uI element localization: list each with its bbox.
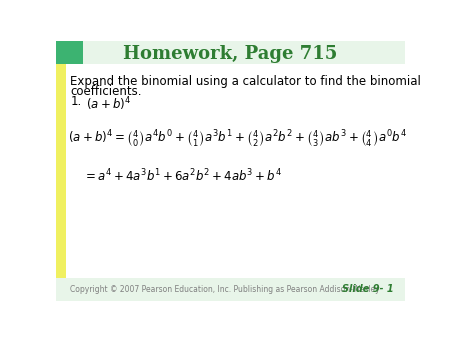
Text: $(a+b)^4$: $(a+b)^4$ <box>86 95 131 113</box>
Text: Copyright © 2007 Pearson Education, Inc. Publishing as Pearson Addison-Wesley: Copyright © 2007 Pearson Education, Inc.… <box>70 285 380 294</box>
Bar <box>56 41 83 64</box>
Text: Homework, Page 715: Homework, Page 715 <box>123 45 338 64</box>
Text: 1.: 1. <box>70 95 81 108</box>
Bar <box>56 64 66 301</box>
Text: Slide 9- 1: Slide 9- 1 <box>342 284 393 294</box>
Bar <box>56 41 405 64</box>
Text: $(a+b)^4 = \binom{4}{0}a^4b^0 + \binom{4}{1}a^3b^1 + \binom{4}{2}a^2b^2 + \binom: $(a+b)^4 = \binom{4}{0}a^4b^0 + \binom{4… <box>68 129 407 150</box>
Text: Expand the binomial using a calculator to find the binomial: Expand the binomial using a calculator t… <box>70 75 421 88</box>
Bar <box>56 278 405 301</box>
Text: coefficients.: coefficients. <box>70 85 142 98</box>
Text: $= a^4 + 4a^3b^1 + 6a^2b^2 + 4ab^3 + b^4$: $= a^4 + 4a^3b^1 + 6a^2b^2 + 4ab^3 + b^4… <box>83 168 283 184</box>
